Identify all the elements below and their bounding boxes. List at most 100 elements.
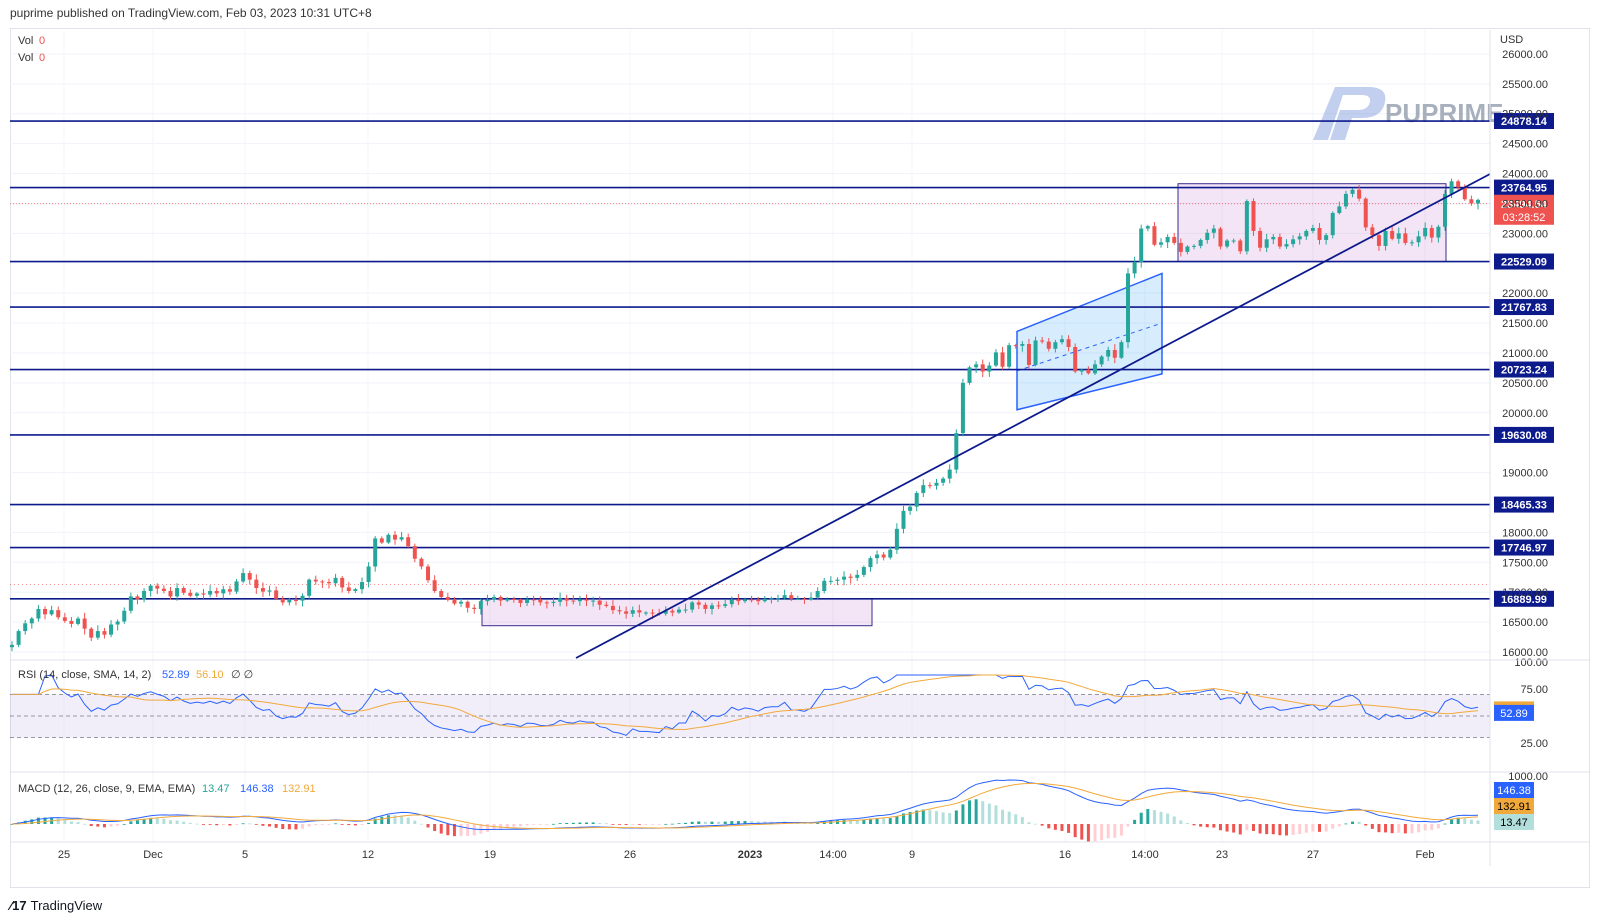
macd-histogram-bar <box>386 815 390 824</box>
candle-down <box>1218 228 1223 247</box>
macd-legend-line: 146.38 <box>240 783 274 795</box>
candle-up <box>934 482 939 486</box>
macd-histogram-bar <box>677 823 681 825</box>
candle-down <box>452 599 457 604</box>
candle-up <box>95 631 100 638</box>
vol-value-2: 0 <box>39 52 45 64</box>
price-tick-label: 20500.00 <box>1502 378 1548 390</box>
time-tick-label: 14:00 <box>1131 849 1159 861</box>
macd-histogram-bar <box>149 817 153 824</box>
price-tick-label: 17000.00 <box>1502 587 1548 599</box>
candle-down <box>62 617 67 621</box>
macd-histogram-bar <box>545 824 549 825</box>
candle-down <box>1462 187 1467 200</box>
macd-histogram-bar <box>452 824 456 837</box>
price-tick-label: 19000.00 <box>1502 468 1548 480</box>
macd-histogram-bar <box>479 824 483 834</box>
last-price-label: 23494.54 <box>1501 199 1548 211</box>
time-tick-label: Feb <box>1416 849 1435 861</box>
candle-up <box>353 589 358 592</box>
candle-down <box>135 596 140 600</box>
macd-histogram-bar <box>690 821 694 824</box>
vol-label-1: Vol <box>18 35 33 47</box>
macd-histogram-bar <box>439 824 443 834</box>
macd-histogram-bar <box>43 817 47 824</box>
macd-histogram-bar <box>1086 824 1090 842</box>
candle-up <box>795 598 800 600</box>
candle-up <box>1126 273 1131 343</box>
sr-level-label: 24878.14 <box>1501 116 1548 128</box>
macd-histogram-bar <box>525 824 529 826</box>
candle-down <box>102 631 107 635</box>
macd-histogram-bar <box>426 824 430 828</box>
macd-histogram-bar <box>188 822 192 824</box>
candle-down <box>696 602 701 605</box>
tradingview-footer[interactable]: ⁄17 TradingView <box>10 898 102 913</box>
candle-up <box>1053 342 1058 349</box>
macd-histogram-bar <box>1456 817 1460 824</box>
macd-histogram-bar <box>307 824 311 827</box>
macd-histogram-bar <box>1225 824 1229 832</box>
tradingview-logo-icon: ⁄17 <box>10 898 27 913</box>
price-tick-label: 20000.00 <box>1502 408 1548 420</box>
rising-channel <box>1016 272 1163 411</box>
candle-up <box>835 579 840 581</box>
candle-up <box>373 538 378 567</box>
macd-histogram-bar <box>1080 824 1084 840</box>
candle-up <box>1330 213 1335 236</box>
candle-up <box>577 599 582 602</box>
macd-histogram-bar <box>1199 824 1203 827</box>
macd-histogram-bar <box>1344 823 1348 825</box>
sr-level-tag <box>1494 113 1554 130</box>
candle-up <box>901 510 906 529</box>
macd-histogram-bar <box>1185 822 1189 824</box>
macd-histogram-bar <box>875 817 879 824</box>
candle-up <box>967 367 972 383</box>
macd-histogram-bar <box>367 822 371 824</box>
macd-histogram-bar <box>954 810 958 824</box>
macd-histogram-bar <box>241 823 245 825</box>
macd-histogram-bar <box>195 823 199 825</box>
candle-up <box>1383 230 1388 246</box>
candle-down <box>538 599 543 603</box>
macd-histogram-bar <box>1238 824 1242 835</box>
sr-level-label: 20723.24 <box>1501 365 1548 377</box>
candle-up <box>399 537 404 540</box>
candle-down <box>544 602 549 604</box>
candle-up <box>894 528 899 550</box>
candle-up <box>1007 345 1012 367</box>
candle-up <box>1476 199 1480 204</box>
macd-histogram-bar <box>1304 824 1308 833</box>
candle-up <box>828 580 833 582</box>
macd-histogram-bar <box>1172 816 1176 824</box>
candle-up <box>505 598 510 601</box>
macd-histogram-bar <box>1218 824 1222 831</box>
candle-up <box>1297 236 1302 240</box>
sr-level-label: 18465.33 <box>1501 500 1547 512</box>
candle-up <box>307 579 312 596</box>
candle-up <box>485 599 490 602</box>
macd-histogram-bar <box>235 824 239 825</box>
candle-down <box>69 620 74 624</box>
macd-histogram-bar <box>1060 824 1064 831</box>
macd-histogram-bar <box>974 799 978 824</box>
candle-up <box>23 623 28 632</box>
candle-up <box>743 599 747 602</box>
rsi-legend-value: 52.89 <box>162 669 190 681</box>
macd-histogram-bar <box>571 822 575 824</box>
macd-histogram-bar <box>459 824 463 836</box>
candle-up <box>267 590 272 592</box>
candle-up <box>868 558 873 568</box>
puprime-logo-icon <box>1313 87 1386 140</box>
macd-histogram-bar <box>1159 811 1163 824</box>
candle-up <box>993 352 998 366</box>
candle-down <box>881 554 886 558</box>
macd-histogram-bar <box>585 822 589 824</box>
candle-down <box>564 598 569 601</box>
candle-up <box>551 601 556 603</box>
candle-up <box>908 506 913 511</box>
macd-histogram-bar <box>287 824 291 830</box>
candle-up <box>888 549 893 558</box>
candle-down <box>1172 236 1177 243</box>
